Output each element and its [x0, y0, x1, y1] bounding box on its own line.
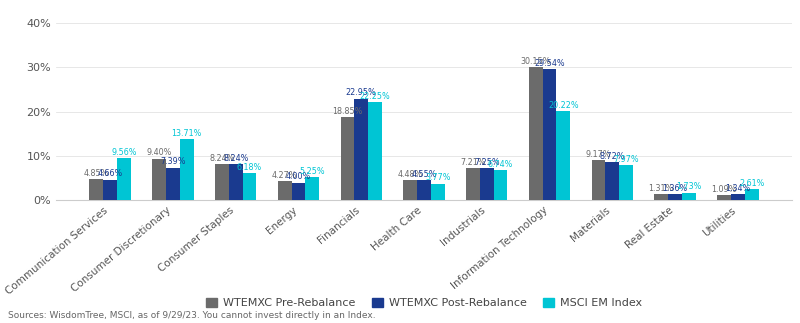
Bar	[180, 140, 194, 200]
Text: 30.15%: 30.15%	[521, 57, 551, 66]
Bar	[90, 179, 103, 200]
Text: 1.09%: 1.09%	[711, 185, 737, 194]
Bar	[306, 177, 319, 200]
Bar	[606, 162, 619, 200]
Bar	[341, 117, 354, 200]
Bar	[229, 164, 242, 200]
Bar	[731, 194, 745, 200]
Legend: WTEMXC Pre-Rebalance, WTEMXC Post-Rebalance, MSCI EM Index: WTEMXC Pre-Rebalance, WTEMXC Post-Rebala…	[202, 294, 646, 313]
Bar	[542, 69, 557, 200]
Text: 4.27%: 4.27%	[272, 171, 298, 180]
Text: 4.48%: 4.48%	[398, 170, 423, 179]
Text: 7.97%: 7.97%	[614, 155, 639, 164]
Text: 7.39%: 7.39%	[160, 157, 186, 166]
Bar	[103, 180, 117, 200]
Text: 4.85%: 4.85%	[84, 169, 109, 178]
Bar	[591, 160, 606, 200]
Text: 18.85%: 18.85%	[332, 107, 362, 116]
Bar	[117, 158, 131, 200]
Text: 4.55%: 4.55%	[411, 170, 437, 179]
Text: 7.25%: 7.25%	[474, 158, 499, 167]
Text: 6.18%: 6.18%	[237, 163, 262, 172]
Bar	[466, 168, 480, 200]
Text: 7.21%: 7.21%	[460, 158, 486, 167]
Text: 4.66%: 4.66%	[98, 170, 122, 179]
Text: 6.74%: 6.74%	[488, 160, 514, 169]
Text: 8.24%: 8.24%	[223, 154, 248, 163]
Text: 2.61%: 2.61%	[739, 179, 764, 188]
Bar	[480, 168, 494, 200]
Bar	[654, 194, 668, 200]
Bar	[417, 180, 431, 200]
Bar	[215, 164, 229, 200]
Bar	[166, 168, 180, 200]
Bar	[529, 67, 542, 200]
Bar	[682, 193, 696, 200]
Bar	[278, 181, 291, 200]
Text: 9.17%: 9.17%	[586, 150, 611, 159]
Bar	[368, 102, 382, 200]
Bar	[242, 173, 257, 200]
Bar	[494, 171, 507, 200]
Text: 1.73%: 1.73%	[676, 182, 702, 192]
Text: Sources: WisdomTree, MSCI, as of 9/29/23. You cannot invest directly in an Index: Sources: WisdomTree, MSCI, as of 9/29/23…	[8, 311, 376, 320]
Text: 1.34%: 1.34%	[726, 184, 750, 193]
Bar	[745, 189, 758, 200]
Bar	[619, 165, 633, 200]
Text: 9.40%: 9.40%	[146, 149, 172, 158]
Text: 22.25%: 22.25%	[360, 91, 390, 100]
Bar	[403, 181, 417, 200]
Bar	[152, 159, 166, 200]
Text: 1.36%: 1.36%	[662, 184, 688, 193]
Bar	[668, 194, 682, 200]
Text: 8.24%: 8.24%	[210, 154, 234, 163]
Bar	[431, 183, 445, 200]
Text: 5.25%: 5.25%	[299, 167, 325, 176]
Text: 9.56%: 9.56%	[111, 148, 137, 157]
Text: 22.95%: 22.95%	[346, 89, 377, 98]
Text: 20.22%: 20.22%	[548, 100, 578, 109]
Bar	[717, 195, 731, 200]
Bar	[354, 99, 368, 200]
Text: 4.00%: 4.00%	[286, 172, 311, 182]
Text: 13.71%: 13.71%	[171, 130, 202, 138]
Text: 29.54%: 29.54%	[534, 59, 565, 68]
Bar	[291, 182, 306, 200]
Bar	[557, 111, 570, 200]
Text: 3.77%: 3.77%	[425, 173, 450, 182]
Text: 1.31%: 1.31%	[649, 184, 674, 193]
Text: 8.72%: 8.72%	[599, 151, 625, 161]
